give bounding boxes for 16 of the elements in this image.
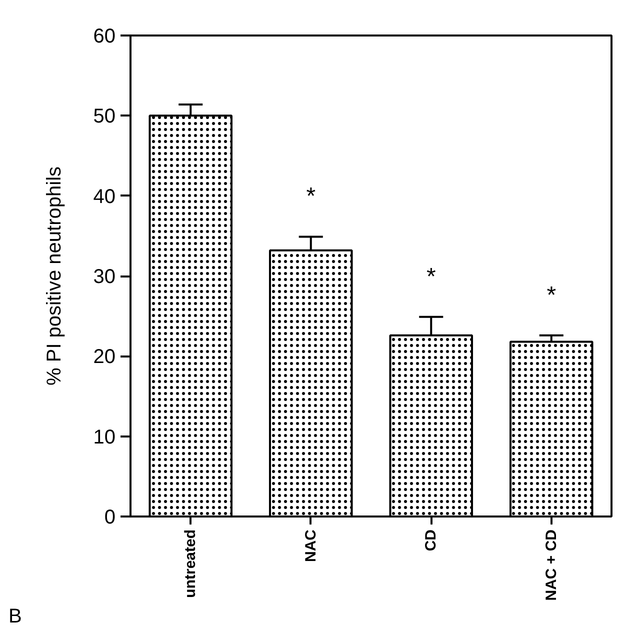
annotation: * [306,183,316,210]
annotation: * [546,282,556,309]
y-tick-label: 50 [93,106,116,128]
y-tick-label: 40 [93,186,116,208]
x-tick-label: untreated [182,530,200,598]
x-tick-label: CD [422,529,440,552]
y-tick-label: 10 [93,426,116,448]
text: B [8,606,22,627]
y-tick-label: 0 [104,506,116,528]
x-tick-label: NAC [302,529,320,562]
y-tick-label: 30 [93,266,116,288]
annotation: * [426,263,436,290]
y-tick-label: 60 [93,26,116,48]
y-tick-label: 20 [93,346,116,368]
x-tick-label: NAC + CD [542,529,560,601]
y-axis-title: % PI positive neutrophils [43,166,66,386]
